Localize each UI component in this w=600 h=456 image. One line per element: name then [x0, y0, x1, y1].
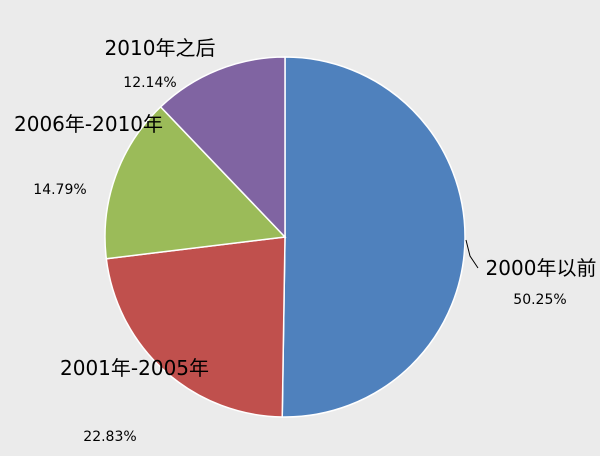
pie-slice [159, 56, 286, 239]
value-label: 12.14% [123, 75, 177, 91]
pie-slice [105, 236, 286, 418]
value-label: 50.25% [513, 292, 567, 308]
category-label: 2000年以前 [485, 256, 597, 280]
category-label: 2001年-2005年 [60, 356, 210, 380]
pie-slice [281, 56, 466, 418]
pie-slice [104, 105, 287, 260]
category-label: 2010年之后 [104, 36, 216, 60]
value-label: 14.79% [33, 182, 87, 198]
value-label: 22.83% [83, 429, 137, 445]
leader-line [465, 239, 479, 269]
category-label: 2006年-2010年 [14, 112, 164, 136]
